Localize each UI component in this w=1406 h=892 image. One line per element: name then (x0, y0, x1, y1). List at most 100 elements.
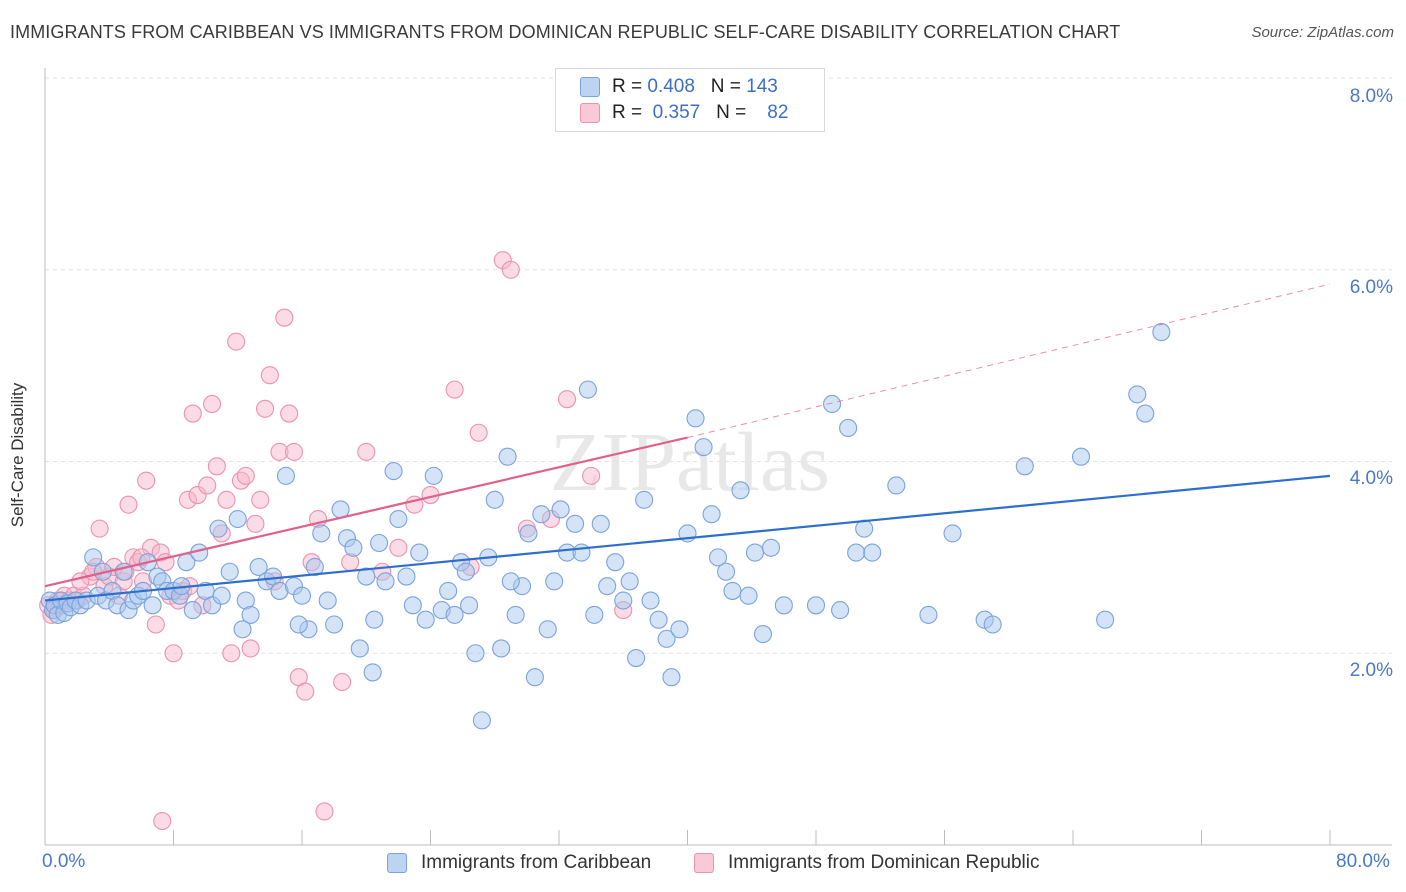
source-label: Source: ZipAtlas.com (1251, 24, 1394, 41)
bottom-legend-caribbean: Immigrants from Caribbean (387, 852, 651, 874)
caribbean-point (572, 543, 591, 562)
dominican-point (256, 399, 275, 418)
axes (44, 68, 1392, 846)
caribbean-point (591, 514, 610, 533)
legend-row-dominican: R = 0.357 N = 82 (580, 101, 788, 125)
dominican-point (389, 538, 408, 557)
dominican-trend-line (44, 436, 688, 588)
caribbean-point (305, 557, 324, 577)
caribbean-points (40, 323, 1171, 730)
caribbean-point (525, 668, 544, 687)
caribbean-trend-line (44, 474, 1331, 602)
caribbean-point (731, 481, 750, 500)
caribbean-point (686, 409, 705, 428)
caribbean-swatch (387, 853, 407, 873)
caribbean-point (1015, 457, 1034, 476)
dominican-point (357, 442, 376, 461)
dominican-point (260, 366, 279, 385)
legend-n-value: 82 (767, 102, 789, 123)
caribbean-point (1071, 447, 1091, 466)
dominican-point (557, 390, 577, 409)
caribbean-point (492, 639, 511, 658)
y-tick-label: 8.0% (1349, 86, 1393, 107)
caribbean-point (384, 462, 403, 481)
dominican-point (275, 308, 294, 327)
caribbean-point (466, 644, 485, 663)
bottom-legend-dominican: Immigrants from Dominican Republic (694, 852, 1040, 874)
dominican-point (90, 519, 109, 538)
caribbean-swatch (580, 77, 600, 97)
caribbean-point (694, 438, 713, 457)
caribbean-point (241, 605, 260, 624)
caribbean-point (365, 610, 384, 629)
caribbean-point (312, 524, 331, 543)
caribbean-point (983, 615, 1002, 634)
caribbean-point (753, 625, 773, 644)
caribbean-point (506, 605, 525, 624)
caribbean-point (620, 572, 639, 591)
caribbean-point (641, 591, 660, 610)
caribbean-point (143, 596, 162, 615)
caribbean-point (627, 648, 646, 668)
y-axis-label: Self-Care Disability (8, 382, 27, 528)
dominican-point (296, 682, 315, 701)
caribbean-point (745, 543, 765, 562)
dominican-point (146, 615, 165, 634)
caribbean-point (585, 605, 604, 624)
caribbean-point (831, 601, 850, 620)
dominican-point (217, 490, 236, 509)
dominican-point (164, 644, 183, 663)
caribbean-point (456, 562, 475, 581)
caribbean-point (209, 519, 228, 538)
chart-title: IMMIGRANTS FROM CARIBBEAN VS IMMIGRANTS … (10, 22, 1121, 42)
caribbean-point (774, 596, 793, 615)
caribbean-point (649, 610, 668, 629)
caribbean-point (662, 668, 681, 687)
dominican-point (198, 476, 217, 495)
caribbean-point (657, 629, 676, 648)
caribbean-point (233, 620, 252, 639)
caribbean-point (566, 514, 585, 533)
caribbean-point (847, 543, 866, 562)
caribbean-point (397, 567, 416, 586)
caribbean-point (389, 509, 408, 529)
caribbean-point (1128, 385, 1147, 404)
caribbean-point (228, 509, 247, 529)
caribbean-point (292, 586, 312, 605)
dominican-point (71, 572, 90, 591)
caribbean-point (501, 572, 520, 591)
caribbean-point (424, 466, 443, 485)
watermark: ZIPatlas (550, 416, 830, 509)
dominican-point (183, 404, 202, 423)
legend-n-value: 143 (746, 76, 778, 97)
caribbean-point (249, 557, 268, 577)
caribbean-point (350, 639, 369, 658)
caribbean-point (1096, 610, 1115, 629)
caribbean-point (439, 581, 458, 600)
dominican-point (153, 811, 172, 831)
dominican-point (315, 802, 334, 821)
x-tick-label-max: 80.0% (1336, 851, 1390, 872)
caribbean-point (761, 538, 781, 557)
caribbean-point (498, 447, 517, 466)
caribbean-point (1152, 323, 1171, 342)
caribbean-point (839, 418, 858, 437)
caribbean-point (416, 610, 435, 629)
dominican-point (241, 639, 260, 658)
dominican-point (582, 466, 601, 485)
legend-row-caribbean: R = 0.408 N = 143 (580, 75, 778, 99)
dominican-point (207, 457, 226, 476)
caribbean-point (376, 572, 395, 591)
y-tick-label: 4.0% (1349, 468, 1393, 489)
grid (45, 77, 1392, 654)
caribbean-point (806, 596, 826, 615)
caribbean-point (887, 476, 906, 495)
caribbean-point (943, 524, 962, 543)
caribbean-point (614, 591, 633, 610)
dominican-swatch (694, 853, 714, 873)
caribbean-point (863, 543, 882, 562)
caribbean-point (289, 615, 308, 634)
caribbean-point (551, 500, 570, 519)
caribbean-point (183, 601, 202, 620)
